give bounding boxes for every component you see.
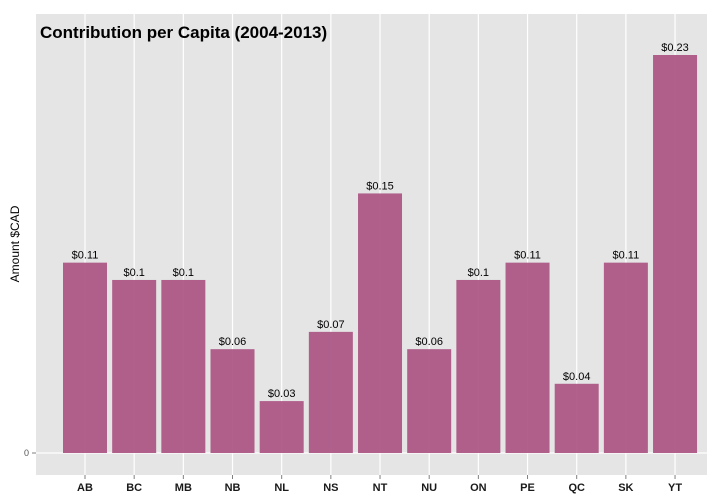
x-tick-label-pe: PE bbox=[520, 482, 535, 494]
x-tick-label-nt: NT bbox=[373, 482, 388, 494]
bar-qc bbox=[554, 383, 599, 453]
bars bbox=[63, 55, 698, 453]
data-label-bc: $0.1 bbox=[123, 267, 144, 279]
x-tick-label-yt: YT bbox=[668, 482, 682, 494]
x-tick-label-ab: AB bbox=[77, 482, 93, 494]
data-label-nt: $0.15 bbox=[366, 180, 394, 192]
data-labels: $0.11 $0.1 $0.1 $0.06 $0.03 $0.07 $0.15 $0.06 $0… bbox=[72, 42, 689, 400]
bar-nu bbox=[407, 349, 452, 453]
bar-pe bbox=[505, 262, 550, 453]
y-tick-label: 0 bbox=[24, 448, 29, 458]
chart-title: Contribution per Capita (2004-2013) bbox=[40, 23, 327, 42]
bar-sk bbox=[603, 262, 648, 453]
x-tick-label-bc: BC bbox=[126, 482, 142, 494]
bar-nb bbox=[210, 349, 255, 453]
bar-bc bbox=[112, 279, 157, 453]
x-tick-label-nl: NL bbox=[274, 482, 289, 494]
bar-ab bbox=[63, 262, 107, 453]
bar-ns bbox=[308, 331, 353, 453]
x-axis-ticks: AB BC MB NB NL NS NT NU ON PE QC SK YT bbox=[77, 475, 682, 494]
x-tick-label-on: ON bbox=[470, 482, 487, 494]
bar-on bbox=[456, 279, 501, 453]
x-tick-label-ns: NS bbox=[323, 482, 338, 494]
x-tick-label-qc: QC bbox=[568, 482, 585, 494]
data-label-pe: $0.11 bbox=[514, 250, 541, 262]
y-axis-title: Amount $CAD bbox=[8, 205, 22, 282]
x-tick-label-mb: MB bbox=[175, 482, 192, 494]
data-label-ab: $0.11 bbox=[72, 250, 99, 262]
x-tick-label-nu: NU bbox=[421, 482, 437, 494]
data-label-qc: $0.04 bbox=[563, 371, 591, 383]
data-label-mb: $0.1 bbox=[173, 267, 194, 279]
data-label-nu: $0.06 bbox=[415, 336, 443, 348]
data-label-yt: $0.23 bbox=[661, 42, 689, 54]
bar-nt bbox=[358, 193, 403, 453]
y-axis-ticks: 0 bbox=[24, 448, 36, 458]
data-label-on: $0.1 bbox=[468, 267, 489, 279]
x-tick-label-sk: SK bbox=[618, 482, 633, 494]
data-label-sk: $0.11 bbox=[613, 250, 640, 262]
bar-mb bbox=[161, 279, 206, 453]
data-label-nb: $0.06 bbox=[219, 336, 247, 348]
bar-nl bbox=[259, 401, 304, 453]
data-label-nl: $0.03 bbox=[268, 388, 296, 400]
data-label-ns: $0.07 bbox=[317, 319, 345, 331]
x-tick-label-nb: NB bbox=[225, 482, 241, 494]
bar-yt bbox=[653, 55, 698, 453]
